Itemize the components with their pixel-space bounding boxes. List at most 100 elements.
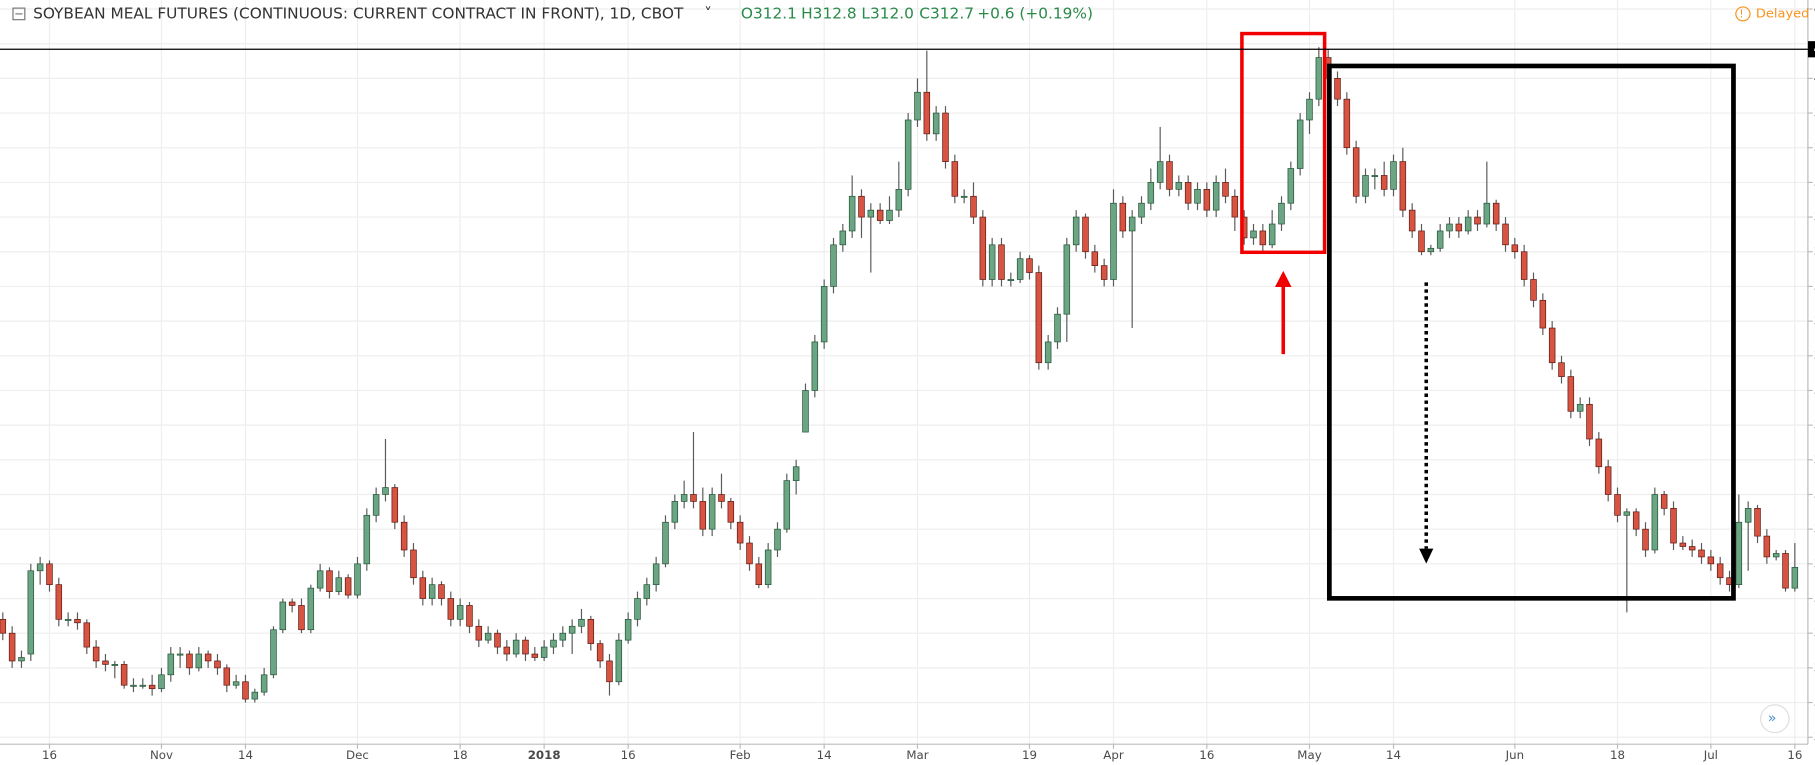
candle-body	[1735, 521, 1743, 586]
candle-body	[1698, 549, 1705, 558]
delayed-label: Delayed	[1756, 6, 1810, 21]
candle-body	[214, 660, 221, 669]
candle-body	[587, 618, 595, 644]
y-tick-label: 345.0	[1814, 452, 1815, 466]
x-tick-label: 14	[1386, 748, 1401, 762]
price-tag-label: 404.2	[1814, 42, 1815, 56]
candle-body	[1604, 466, 1612, 495]
candle-body	[932, 112, 940, 135]
candle-body	[270, 629, 277, 676]
candle-body	[335, 577, 343, 592]
candle-body	[1072, 216, 1080, 246]
x-tick-label: Feb	[730, 748, 751, 762]
candle-body	[792, 466, 800, 481]
candle-body	[876, 209, 884, 221]
candle-body	[1623, 511, 1631, 516]
candle-body	[811, 341, 819, 391]
candle-body	[494, 632, 501, 648]
candle-body	[1492, 202, 1500, 225]
candle-body	[1352, 147, 1360, 197]
candle-body	[195, 653, 203, 669]
y-tick-label: 335.0	[1814, 522, 1815, 536]
candle-body	[895, 188, 903, 211]
candle-body	[447, 598, 455, 620]
candle-body	[1128, 216, 1136, 232]
collapse-icon[interactable]	[12, 7, 26, 21]
candle-body	[1054, 313, 1061, 343]
candle-body	[1483, 202, 1491, 225]
candle-body	[1586, 403, 1593, 440]
candle-body	[1418, 230, 1425, 253]
candle-body	[1548, 327, 1556, 364]
x-tick-label: Jun	[1505, 748, 1524, 762]
candle-body	[1306, 98, 1313, 121]
candle-body	[1791, 566, 1799, 589]
candle-body	[1175, 182, 1183, 190]
candle-body	[690, 494, 697, 502]
candle-body	[606, 660, 613, 683]
candle-body	[1343, 98, 1351, 149]
candle-body	[1455, 223, 1463, 232]
y-tick-label: 410.0	[1814, 2, 1815, 16]
candle-body	[839, 230, 847, 246]
candle-body	[820, 286, 828, 343]
candle-body	[699, 501, 707, 530]
dropdown-caret[interactable]: ˅	[704, 4, 712, 22]
candle-body	[130, 684, 137, 687]
candle-body	[438, 584, 445, 599]
candle-body	[1436, 230, 1444, 249]
candle-body	[671, 501, 679, 523]
candle-body	[1287, 168, 1295, 204]
candle-body	[260, 674, 268, 693]
candle-body	[232, 681, 240, 686]
candle-body	[1212, 182, 1220, 211]
candle-body	[1231, 195, 1239, 218]
candle-body	[727, 501, 735, 523]
candle-body	[1371, 175, 1379, 177]
candle-body	[503, 646, 511, 655]
candle-body	[1642, 528, 1649, 551]
candle-body	[251, 691, 259, 700]
y-tick-label: 355.0	[1814, 383, 1815, 397]
scroll-button[interactable]	[1760, 704, 1790, 734]
price-tag	[1807, 41, 1815, 58]
candle-body	[550, 639, 557, 648]
x-tick-label: 14	[817, 748, 832, 762]
candle-body	[1763, 535, 1771, 558]
candle-body	[774, 528, 781, 551]
candle-body	[680, 494, 688, 502]
candle-body	[354, 563, 361, 596]
candle-body	[102, 660, 109, 665]
candle-body	[1520, 251, 1528, 280]
candle-body	[326, 570, 333, 592]
chart-title: SOYBEAN MEAL FUTURES (CONTINUOUS: CURREN…	[33, 4, 684, 22]
candle-body	[1595, 438, 1603, 468]
candle-body	[1390, 161, 1397, 190]
candle-body	[746, 542, 753, 565]
x-tick-label: Nov	[150, 748, 173, 762]
candle-body	[1026, 258, 1033, 273]
candle-body	[1707, 556, 1715, 565]
candle-body	[1408, 209, 1416, 232]
x-tick-label: Jul	[1703, 748, 1718, 762]
candle-body	[428, 584, 436, 599]
candle-body	[223, 667, 231, 686]
x-tick-label: 16	[42, 748, 57, 762]
scroll-button-icon: »	[1768, 711, 1777, 727]
candle-body	[466, 605, 473, 627]
candle-body	[886, 209, 893, 221]
y-tick-label: 340.0	[1814, 487, 1815, 501]
x-tick-label: Apr	[1103, 748, 1124, 762]
dotted-arrow-head	[1419, 548, 1434, 564]
candle-body	[1660, 494, 1668, 509]
candle-body	[1296, 119, 1304, 169]
candle-body	[74, 618, 81, 624]
candle-body	[652, 563, 660, 586]
candle-body	[288, 601, 296, 606]
candle-body	[858, 195, 865, 218]
candle-body	[27, 570, 35, 655]
candle-body	[718, 494, 725, 502]
low-label: L312.0	[861, 4, 913, 22]
candle-body	[1082, 216, 1089, 253]
